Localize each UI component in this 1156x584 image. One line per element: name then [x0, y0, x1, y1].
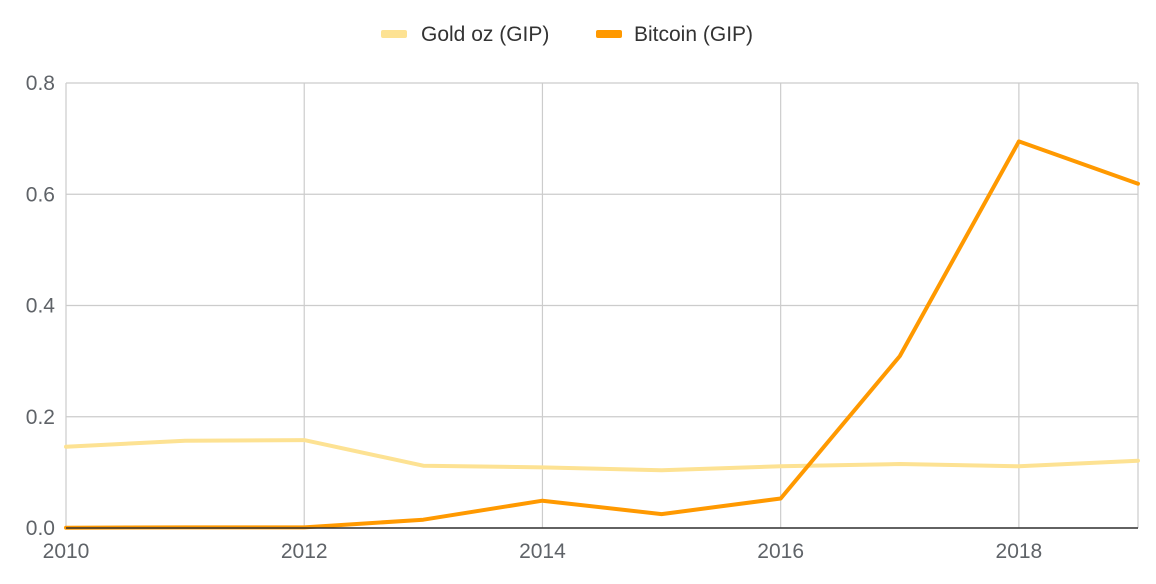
- y-tick-label: 0.8: [26, 72, 55, 95]
- legend-swatch-bitcoin: [596, 30, 622, 38]
- grid: [65, 82, 1139, 529]
- series-lines: [64, 139, 1140, 530]
- legend-label-gold: Gold oz (GIP): [421, 23, 549, 46]
- y-tick-label: 0.0: [26, 517, 55, 540]
- y-tick-label: 0.6: [26, 183, 55, 206]
- legend-item-gold[interactable]: Gold oz (GIP): [381, 23, 549, 46]
- legend-swatch-gold: [381, 30, 407, 38]
- x-tick-label: 2018: [996, 540, 1043, 563]
- legend-label-bitcoin: Bitcoin (GIP): [634, 23, 753, 46]
- x-tick-label: 2014: [519, 540, 566, 563]
- y-axis-ticks: 0.0 0.2 0.4 0.6 0.8: [26, 72, 56, 540]
- x-tick-label: 2012: [281, 540, 328, 563]
- y-tick-label: 0.2: [26, 406, 55, 429]
- x-tick-label: 2016: [757, 540, 804, 563]
- legend: Gold oz (GIP) Bitcoin (GIP): [381, 23, 753, 46]
- legend-item-bitcoin[interactable]: Bitcoin (GIP): [596, 23, 753, 46]
- x-tick-label: 2010: [43, 540, 90, 563]
- x-axis-ticks: 2010 2012 2014 2016 2018: [43, 540, 1043, 563]
- series-line-gold[interactable]: [64, 438, 1140, 473]
- y-tick-label: 0.4: [26, 295, 56, 318]
